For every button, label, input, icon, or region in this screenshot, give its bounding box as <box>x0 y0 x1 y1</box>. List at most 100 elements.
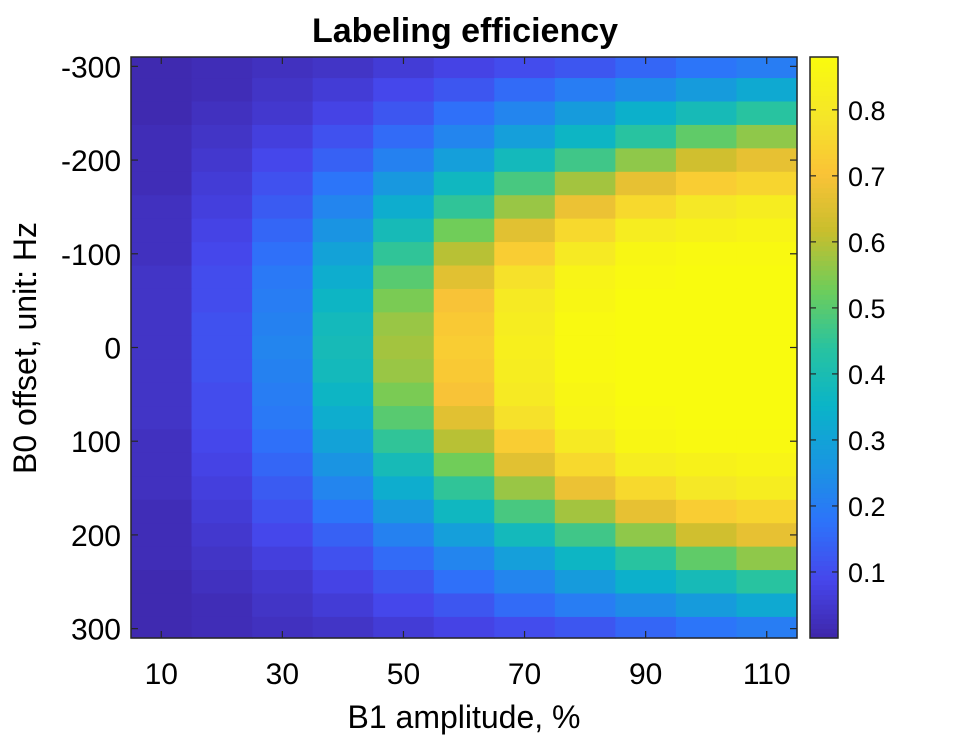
heatmap-cell <box>736 359 798 384</box>
x-tick-label: 50 <box>387 658 420 691</box>
colorbar-ticks: 0.1 0.2 0.3 0.4 0.5 0.6 0.7 0.8 <box>810 96 886 588</box>
heatmap-cell <box>675 382 738 407</box>
heatmap-cell <box>312 406 374 431</box>
heatmap-cell <box>312 476 374 501</box>
heatmap-cell <box>373 312 435 337</box>
heatmap-cell <box>494 499 556 524</box>
heatmap-cell <box>736 265 798 290</box>
heatmap-cell <box>312 523 374 548</box>
colorbar-band <box>810 173 838 179</box>
heatmap-cell <box>191 570 253 595</box>
heatmap-cell <box>736 499 798 524</box>
colorbar-tick-label: 0.5 <box>848 294 886 324</box>
heatmap-cell <box>131 499 193 524</box>
heatmap-cell <box>252 359 314 384</box>
colorbar-band <box>810 289 838 295</box>
heatmap-cell <box>675 195 738 220</box>
heatmap-cell <box>433 265 495 290</box>
colorbar-band <box>810 163 838 169</box>
heatmap-cell <box>554 57 616 79</box>
heatmap-cell <box>736 476 798 501</box>
heatmap-cell <box>494 452 556 477</box>
heatmap-cell <box>736 242 798 267</box>
colorbar-band <box>810 424 838 431</box>
colorbar-band <box>810 613 838 620</box>
colorbar-band <box>810 405 838 412</box>
heatmap-cell <box>494 124 556 149</box>
heatmap-cell <box>191 359 253 384</box>
heatmap-cell <box>191 593 253 618</box>
x-tick-label: 110 <box>743 658 791 691</box>
heatmap-cell <box>615 171 677 196</box>
heatmap-cell <box>373 195 435 220</box>
colorbar-band <box>810 352 838 358</box>
colorbar-band <box>810 468 838 474</box>
colorbar-band <box>810 531 838 537</box>
heatmap-cell <box>373 57 435 79</box>
colorbar-band <box>810 274 838 281</box>
heatmap-cell <box>191 78 253 103</box>
colorbar-band <box>810 347 838 353</box>
heatmap-cell <box>675 242 738 267</box>
heatmap-cell <box>675 476 738 501</box>
colorbar-band <box>810 105 838 111</box>
colorbar-band <box>810 521 838 528</box>
heatmap-cell <box>675 593 738 618</box>
heatmap-cell <box>131 101 193 126</box>
heatmap-cell <box>494 148 556 173</box>
heatmap-cell <box>373 499 435 524</box>
colorbar-band <box>810 487 838 494</box>
heatmap-cell <box>252 335 314 360</box>
heatmap-cell <box>554 148 616 173</box>
x-tick-label: 90 <box>629 658 662 691</box>
heatmap-cell <box>615 218 677 243</box>
heatmap-cell <box>312 452 374 477</box>
heatmap-cell <box>494 101 556 126</box>
heatmap-cell <box>554 616 616 639</box>
heatmap-cell <box>494 171 556 196</box>
colorbar-band <box>810 429 838 436</box>
heatmap-cell <box>494 523 556 548</box>
heatmap-cell <box>494 429 556 454</box>
heatmap-cell <box>615 312 677 337</box>
colorbar-band <box>810 342 838 349</box>
colorbar-band <box>810 497 838 504</box>
heatmap-cell <box>494 382 556 407</box>
heatmap-cell <box>554 382 616 407</box>
colorbar-band <box>810 303 838 310</box>
colorbar-band <box>810 168 838 174</box>
heatmap-cell <box>615 593 677 618</box>
heatmap-cell <box>675 499 738 524</box>
heatmap-cells <box>131 57 798 639</box>
colorbar-band <box>810 279 838 286</box>
heatmap-cell <box>373 616 435 639</box>
colorbar-band <box>810 608 838 615</box>
heatmap-cell <box>675 616 738 639</box>
heatmap-cell <box>736 288 798 313</box>
heatmap-cell <box>615 242 677 267</box>
colorbar-band <box>810 483 838 489</box>
heatmap-cell <box>554 406 616 431</box>
colorbar-band <box>810 594 838 600</box>
colorbar-band <box>810 328 838 334</box>
colorbar-band <box>810 323 838 329</box>
colorbar-band <box>810 478 838 484</box>
heatmap-cell <box>675 312 738 337</box>
heatmap-cell <box>252 78 314 103</box>
y-tick-label: -300 <box>61 51 121 84</box>
heatmap-cell <box>615 523 677 548</box>
heatmap-cell <box>373 171 435 196</box>
heatmap-cell <box>191 101 253 126</box>
heatmap-cell <box>373 101 435 126</box>
heatmap-cell <box>252 101 314 126</box>
colorbar-band <box>810 197 838 203</box>
colorbar-band <box>810 265 838 271</box>
colorbar-band <box>810 589 838 596</box>
heatmap-cell <box>191 195 253 220</box>
heatmap-cell <box>433 171 495 196</box>
heatmap-cell <box>312 335 374 360</box>
heatmap-cell <box>131 242 193 267</box>
heatmap-cell <box>675 57 738 79</box>
heatmap-cell <box>252 382 314 407</box>
heatmap-cell <box>131 171 193 196</box>
